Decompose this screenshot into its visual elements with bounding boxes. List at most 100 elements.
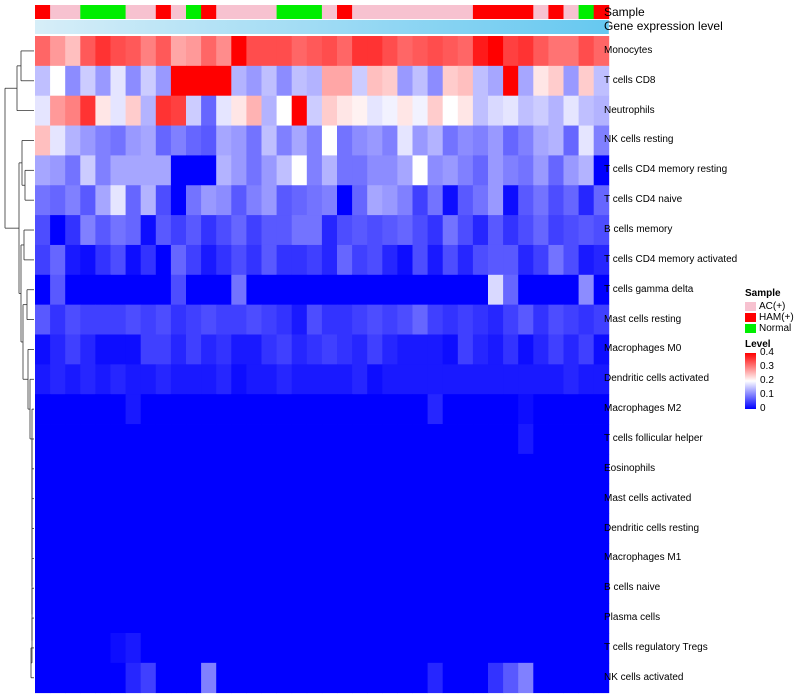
heatmap-cell [306, 215, 323, 246]
sample-annotation-cell [246, 5, 262, 19]
row-label: Plasma cells [604, 612, 661, 624]
heatmap-cell [170, 304, 187, 335]
heatmap-cell [533, 185, 549, 216]
heatmap-cell [367, 424, 383, 455]
heatmap-cell [140, 215, 157, 246]
heatmap-cell [321, 125, 338, 156]
heatmap-cell [261, 513, 277, 544]
heatmap-cell [95, 394, 111, 425]
heatmap-cell [65, 483, 81, 514]
heatmap-cell [518, 125, 534, 156]
heatmap-cell [472, 95, 489, 126]
heatmap-cell [548, 185, 564, 216]
heatmap-cell [50, 36, 66, 67]
heatmap-cell [412, 662, 428, 694]
heatmap-cell [337, 394, 353, 425]
heatmap-cell [548, 662, 564, 694]
heatmap-cell [412, 274, 428, 306]
heatmap-cell [216, 244, 232, 276]
sample-annotation-cell [95, 5, 111, 19]
heatmap-cell [427, 394, 444, 425]
heatmap-cell [337, 125, 353, 156]
heatmap-cell [533, 334, 549, 365]
heatmap-cell [442, 65, 459, 97]
heatmap-cell [291, 304, 308, 335]
heatmap-cell [125, 334, 142, 365]
heatmap-cell [80, 633, 96, 664]
heatmap-cell [50, 215, 66, 246]
heatmap-cell [412, 125, 428, 156]
heatmap-cell [170, 334, 187, 365]
heatmap-cell [337, 95, 353, 126]
level-tick-label: 0.1 [760, 389, 774, 400]
heatmap-cell [261, 36, 277, 67]
heatmap-cell [412, 334, 428, 365]
level-tick-label: 0.2 [760, 375, 774, 386]
heatmap-cell [593, 125, 610, 156]
heatmap-cell [442, 185, 459, 216]
heatmap-cell [140, 424, 157, 455]
heatmap-cell [246, 424, 262, 455]
heatmap-cell [518, 215, 534, 246]
heatmap-cell [110, 424, 126, 455]
heatmap-cell [442, 633, 459, 664]
heatmap-cell [563, 244, 579, 276]
row-label: T cells follicular helper [604, 432, 703, 444]
heatmap-cell [457, 125, 474, 156]
heatmap-cell [337, 633, 353, 664]
heatmap-cell [397, 244, 413, 276]
heatmap-cell [518, 483, 534, 514]
heatmap-cell [442, 513, 459, 544]
heatmap-cell [563, 304, 579, 335]
heatmap-cell [367, 453, 383, 485]
heatmap-cell [427, 304, 444, 335]
heatmap-cell [125, 65, 142, 97]
sample-annotation-cell [140, 5, 157, 19]
heatmap-cell [95, 274, 111, 306]
heatmap-cell [276, 65, 293, 97]
heatmap-cell [201, 65, 217, 97]
heatmap-cell [231, 633, 247, 664]
heatmap-cell [352, 36, 368, 67]
heatmap-cell [427, 36, 444, 67]
heatmap-cell [457, 483, 474, 514]
sample-legend-swatch [745, 302, 756, 311]
heatmap-cell [291, 662, 308, 694]
heatmap-cell [457, 65, 474, 97]
heatmap-cell [593, 603, 610, 634]
heatmap-cell [472, 155, 489, 186]
heatmap-cell [518, 424, 534, 455]
heatmap-cell [321, 453, 338, 485]
heatmap-cell [291, 155, 308, 186]
heatmap-cell [170, 364, 187, 395]
heatmap-cell [457, 244, 474, 276]
heatmap-cell [65, 513, 81, 544]
heatmap-cell [201, 155, 217, 186]
heatmap-cell [291, 125, 308, 156]
heatmap-cell [397, 304, 413, 335]
heatmap-cell [427, 334, 444, 365]
heatmap-cell [186, 543, 202, 574]
heatmap-cell [140, 36, 157, 67]
heatmap-cell [65, 424, 81, 455]
heatmap-cell [397, 662, 413, 694]
heatmap-cell [276, 125, 293, 156]
heatmap-cell [140, 304, 157, 335]
heatmap-cell [231, 603, 247, 634]
heatmap-cell [80, 244, 96, 276]
heatmap-cell [337, 215, 353, 246]
heatmap-cell [246, 185, 262, 216]
heatmap-cell [155, 662, 172, 694]
heatmap-cell [352, 185, 368, 216]
heatmap-cell [412, 424, 428, 455]
heatmap-cell [140, 274, 157, 306]
heatmap-cell [367, 573, 383, 604]
heatmap-cell [412, 185, 428, 216]
heatmap-cell [488, 244, 504, 276]
heatmap-cell [140, 633, 157, 664]
heatmap-cell [95, 36, 111, 67]
heatmap-cell [563, 394, 579, 425]
heatmap-cell [533, 633, 549, 664]
heatmap-cell [201, 125, 217, 156]
heatmap-cell [352, 603, 368, 634]
